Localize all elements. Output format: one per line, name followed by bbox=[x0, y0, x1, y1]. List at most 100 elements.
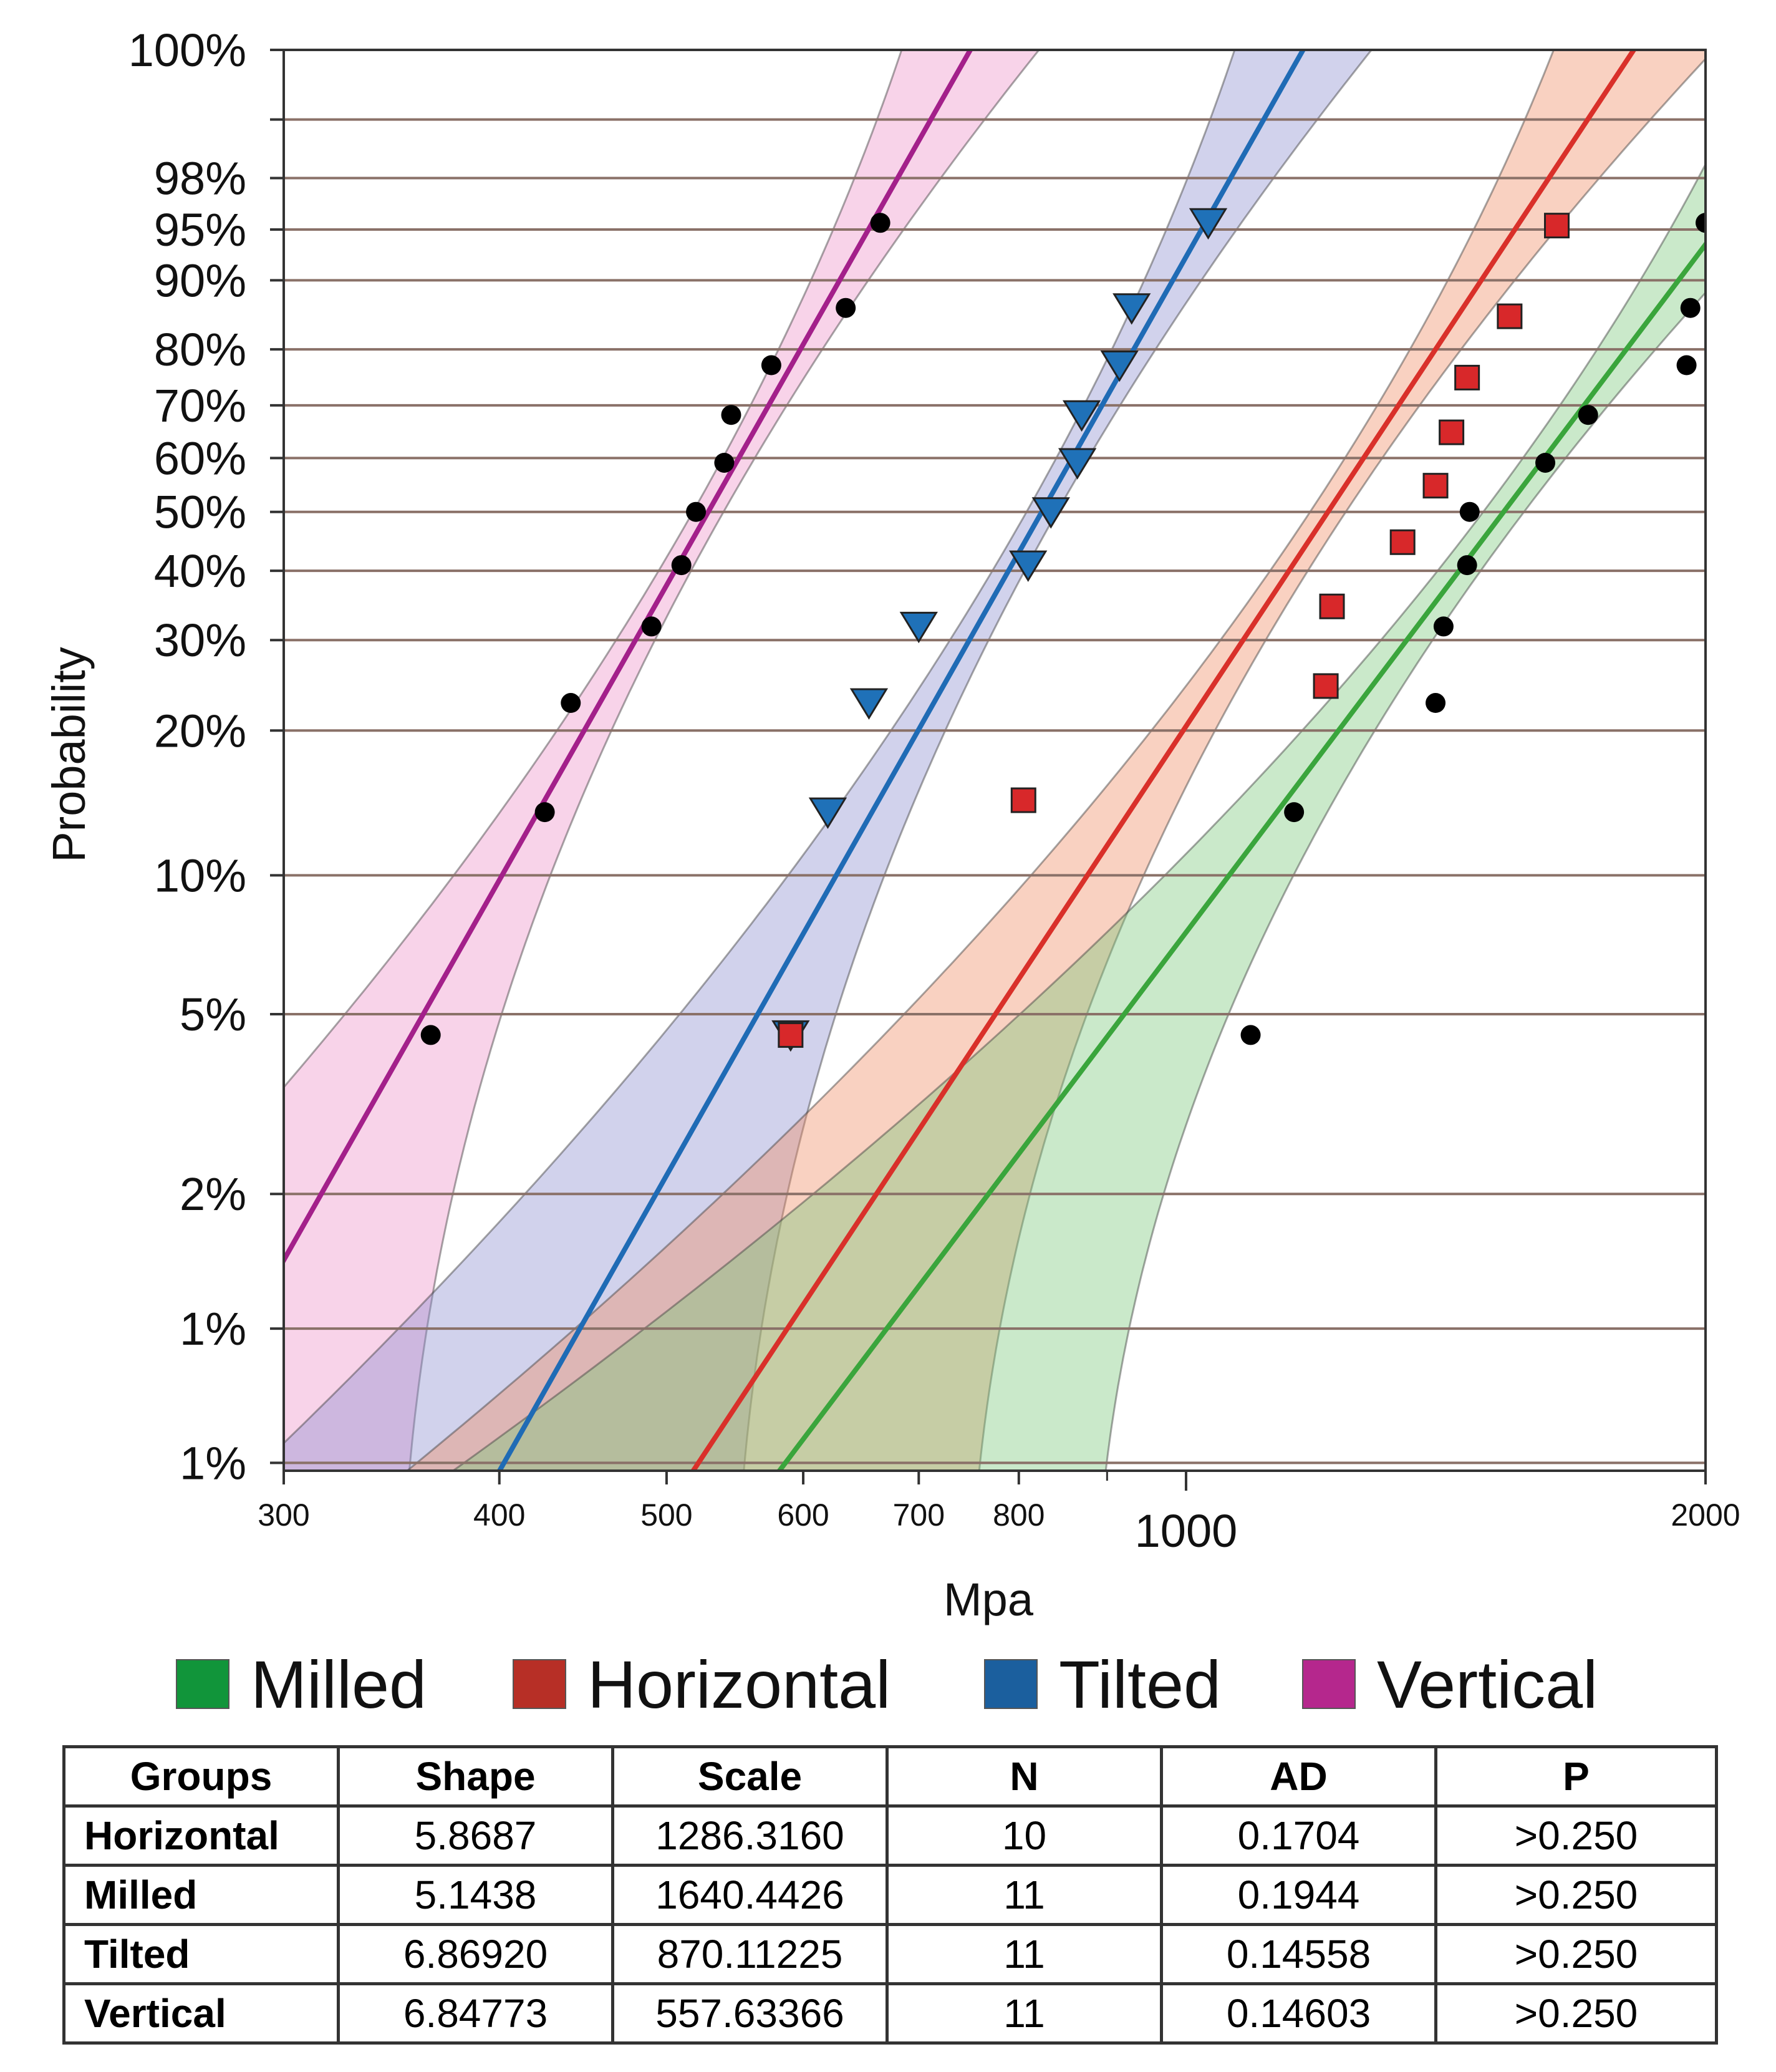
y-tick-label: 2% bbox=[180, 1168, 246, 1220]
y-axis-label: Probability bbox=[43, 647, 95, 863]
y-tick-label: 95% bbox=[154, 204, 246, 256]
data-point-vertical bbox=[836, 298, 856, 318]
data-point-milled bbox=[1457, 555, 1477, 576]
data-points bbox=[420, 208, 1706, 1052]
plot-frame bbox=[282, 49, 1707, 1472]
y-tick-label: 80% bbox=[154, 324, 246, 375]
data-point-horizontal bbox=[1454, 364, 1480, 390]
data-point-horizontal bbox=[1422, 473, 1449, 499]
data-point-vertical bbox=[686, 501, 707, 522]
legend-item-milled: Milled bbox=[176, 1640, 427, 1728]
data-point-horizontal bbox=[1497, 303, 1523, 329]
legend-label-tilted: Tilted bbox=[1059, 1646, 1222, 1722]
table-cell: 5.1438 bbox=[337, 1864, 614, 1926]
x-axis-label: Mpa bbox=[944, 1574, 1034, 1625]
data-point-milled bbox=[1680, 298, 1701, 318]
legend-label-milled: Milled bbox=[251, 1646, 427, 1722]
data-point-milled bbox=[1578, 405, 1598, 425]
y-tick-label: 60% bbox=[154, 432, 246, 484]
table-cell: 0.1944 bbox=[1160, 1864, 1437, 1926]
table-cell: 0.14558 bbox=[1160, 1923, 1437, 1985]
header-ad: AD bbox=[1160, 1745, 1437, 1808]
header-n: N bbox=[886, 1745, 1163, 1808]
table-cell: 11 bbox=[886, 1864, 1163, 1926]
legend-item-horizontal: Horizontal bbox=[513, 1640, 890, 1728]
table-cell: Vertical bbox=[62, 1982, 340, 2045]
table-cell: 0.1704 bbox=[1160, 1804, 1437, 1867]
data-point-horizontal bbox=[1319, 593, 1345, 619]
table-cell: 870.11225 bbox=[611, 1923, 889, 1985]
weibull-parameters-table: Groups Shape Scale N AD P Horizontal 5.8… bbox=[62, 1745, 1718, 2045]
x-tick-label: 1000 bbox=[1135, 1505, 1238, 1557]
data-point-milled bbox=[1426, 693, 1446, 714]
y-tick-label: 10% bbox=[154, 850, 246, 901]
header-shape: Shape bbox=[337, 1745, 614, 1808]
x-tick-label: 800 bbox=[993, 1498, 1045, 1532]
data-point-milled bbox=[1535, 452, 1556, 473]
x-tick-label: 500 bbox=[640, 1498, 692, 1532]
data-point-horizontal bbox=[1010, 787, 1036, 813]
data-point-vertical bbox=[534, 802, 555, 823]
y-tick-label: 98% bbox=[154, 152, 246, 204]
table-header-row: Groups Shape Scale N AD P bbox=[62, 1745, 1718, 1808]
data-point-horizontal bbox=[1439, 419, 1465, 445]
legend-label-horizontal: Horizontal bbox=[587, 1646, 891, 1722]
data-point-tilted bbox=[1062, 400, 1101, 432]
fit-line-milled bbox=[776, 240, 1706, 1471]
table-cell: Milled bbox=[62, 1864, 340, 1926]
legend-swatch-tilted bbox=[984, 1659, 1038, 1709]
data-point-milled bbox=[1240, 1025, 1261, 1045]
data-point-milled bbox=[1459, 501, 1480, 522]
table-row: Horizontal 5.8687 1286.3160 10 0.1704 >0… bbox=[62, 1804, 1718, 1867]
data-point-vertical bbox=[561, 693, 581, 714]
legend-item-tilted: Tilted bbox=[984, 1640, 1221, 1728]
table-cell: 557.63366 bbox=[611, 1982, 889, 2045]
data-point-vertical bbox=[870, 213, 890, 233]
data-point-vertical bbox=[714, 452, 735, 473]
table-cell: >0.250 bbox=[1434, 1923, 1718, 1985]
table-cell: >0.250 bbox=[1434, 1804, 1718, 1867]
x-tick-label: 2000 bbox=[1671, 1498, 1740, 1532]
data-point-tilted bbox=[1031, 497, 1070, 529]
data-point-horizontal bbox=[1543, 213, 1570, 239]
data-point-milled bbox=[1696, 213, 1706, 233]
table-row: Tilted 6.86920 870.11225 11 0.14558 >0.2… bbox=[62, 1923, 1718, 1985]
data-point-tilted bbox=[808, 797, 847, 829]
header-groups: Groups bbox=[62, 1745, 340, 1808]
table-cell: 0.14603 bbox=[1160, 1982, 1437, 2045]
legend-swatch-vertical bbox=[1302, 1659, 1356, 1709]
data-point-vertical bbox=[641, 616, 662, 637]
legend-swatch-horizontal bbox=[513, 1659, 566, 1709]
data-point-tilted bbox=[1112, 293, 1151, 325]
legend-label-vertical: Vertical bbox=[1377, 1646, 1598, 1722]
y-tick-label: 50% bbox=[154, 487, 246, 538]
table-cell: 6.86920 bbox=[337, 1923, 614, 1985]
data-point-horizontal bbox=[1389, 529, 1416, 555]
x-tick-label: 600 bbox=[777, 1498, 829, 1532]
table-row: Vertical 6.84773 557.63366 11 0.14603 >0… bbox=[62, 1982, 1718, 2045]
x-tick-label: 300 bbox=[258, 1498, 309, 1532]
y-tick-label: 30% bbox=[154, 614, 246, 666]
y-tick-label: 40% bbox=[154, 545, 246, 597]
data-point-vertical bbox=[761, 355, 781, 375]
table-cell: 10 bbox=[886, 1804, 1163, 1867]
header-scale: Scale bbox=[611, 1745, 889, 1808]
table-cell: 11 bbox=[886, 1982, 1163, 2045]
data-point-milled bbox=[1676, 355, 1697, 375]
x-tick-label: 400 bbox=[473, 1498, 525, 1532]
data-point-tilted bbox=[1100, 350, 1139, 382]
table-cell: 1286.3160 bbox=[611, 1804, 889, 1867]
y-tick-label: 5% bbox=[180, 989, 246, 1040]
table-cell: 1640.4426 bbox=[611, 1864, 889, 1926]
data-point-vertical bbox=[721, 405, 741, 425]
table-cell: Horizontal bbox=[62, 1804, 340, 1867]
table-cell: 11 bbox=[886, 1923, 1163, 1985]
data-point-tilted bbox=[1009, 550, 1048, 582]
data-point-tilted bbox=[899, 611, 938, 644]
data-point-tilted bbox=[1189, 208, 1228, 240]
legend-item-vertical: Vertical bbox=[1302, 1640, 1598, 1728]
data-point-milled bbox=[1433, 616, 1454, 637]
data-point-tilted bbox=[849, 688, 889, 720]
data-point-milled bbox=[1284, 802, 1305, 823]
y-tick-label: 20% bbox=[154, 705, 246, 757]
